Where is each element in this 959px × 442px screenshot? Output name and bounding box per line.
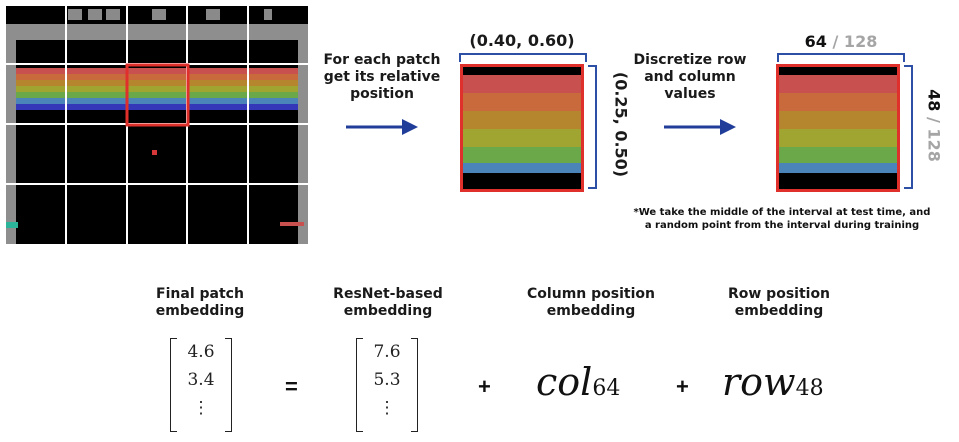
footnote-line2: a random point from the interval during …	[612, 219, 952, 232]
right-wall	[298, 40, 308, 244]
plus-sign-1: +	[478, 374, 491, 400]
final-label-line1: Final patch	[140, 286, 260, 303]
step1-arrow-icon	[342, 116, 422, 138]
footnote: *We take the middle of the interval at t…	[612, 206, 952, 232]
discrete-patch	[776, 64, 900, 192]
col-discrete-total: / 128	[833, 32, 878, 51]
col-discrete-value: 64	[805, 32, 827, 51]
col-embedding-label: Column position embedding	[506, 286, 676, 320]
equals-sign: =	[285, 374, 298, 400]
step2-line3: values	[630, 86, 750, 103]
paddle	[280, 222, 304, 226]
row-term-subscript: 48	[796, 376, 824, 401]
row-interval-label: (0.25, 0.50)	[613, 60, 630, 190]
final-embedding-vector: 4.6 3.4 ⋮	[170, 338, 232, 432]
step2-caption: Discretize row and column values	[630, 52, 750, 103]
step2-arrow-icon	[660, 116, 740, 138]
step2-line1: Discretize row	[630, 52, 750, 69]
final-label-line2: embedding	[140, 303, 260, 320]
final-embedding-label: Final patch embedding	[140, 286, 260, 320]
step1-line2: get its relative	[312, 69, 452, 86]
top-wall	[6, 24, 308, 40]
game-screenshot	[6, 6, 308, 244]
col-term-subscript: 64	[592, 376, 620, 401]
final-vec-value-1: 4.6	[170, 342, 232, 362]
col-brace-2	[776, 50, 906, 64]
resnet-embedding-label: ResNet-based embedding	[318, 286, 458, 320]
step1-line1: For each patch	[312, 52, 452, 69]
col-interval-label: (0.40, 0.60)	[452, 32, 592, 49]
resnet-vec-ellipsis: ⋮	[356, 398, 418, 418]
game-frame-art	[6, 6, 308, 244]
resnet-label-line2: embedding	[318, 303, 458, 320]
left-wall	[6, 40, 16, 244]
row-embedding-label: Row position embedding	[704, 286, 854, 320]
step1-line3: position	[312, 86, 452, 103]
step2-line2: and column	[630, 69, 750, 86]
row-term: row48	[722, 360, 824, 411]
row-discrete-label: 48 / 128	[925, 66, 944, 186]
ball	[152, 150, 157, 155]
final-vec-ellipsis: ⋮	[170, 398, 232, 418]
col-term: col64	[536, 360, 620, 411]
col-label-line2: embedding	[506, 303, 676, 320]
col-label-line1: Column position	[506, 286, 676, 303]
footnote-line1: *We take the middle of the interval at t…	[612, 206, 952, 219]
relative-patch	[460, 64, 584, 192]
row-discrete-value: 48	[925, 89, 944, 111]
col-term-symbol: col	[536, 360, 592, 404]
row-discrete-total: / 128	[925, 117, 944, 162]
resnet-label-line1: ResNet-based	[318, 286, 458, 303]
row-label-line1: Row position	[704, 286, 854, 303]
plus-sign-2: +	[676, 374, 689, 400]
row-term-symbol: row	[722, 360, 796, 404]
resnet-embedding-vector: 7.6 5.3 ⋮	[356, 338, 418, 432]
step1-caption: For each patch get its relative position	[312, 52, 452, 103]
col-discrete-label: 64 / 128	[776, 32, 906, 51]
resnet-vec-value-1: 7.6	[356, 342, 418, 362]
col-brace	[458, 50, 588, 64]
row-label-line2: embedding	[704, 303, 854, 320]
resnet-vec-value-2: 5.3	[356, 370, 418, 390]
row-brace-2	[902, 64, 916, 190]
brick-rows	[16, 68, 298, 110]
final-vec-value-2: 3.4	[170, 370, 232, 390]
row-brace	[586, 64, 600, 190]
left-marker	[6, 222, 18, 228]
